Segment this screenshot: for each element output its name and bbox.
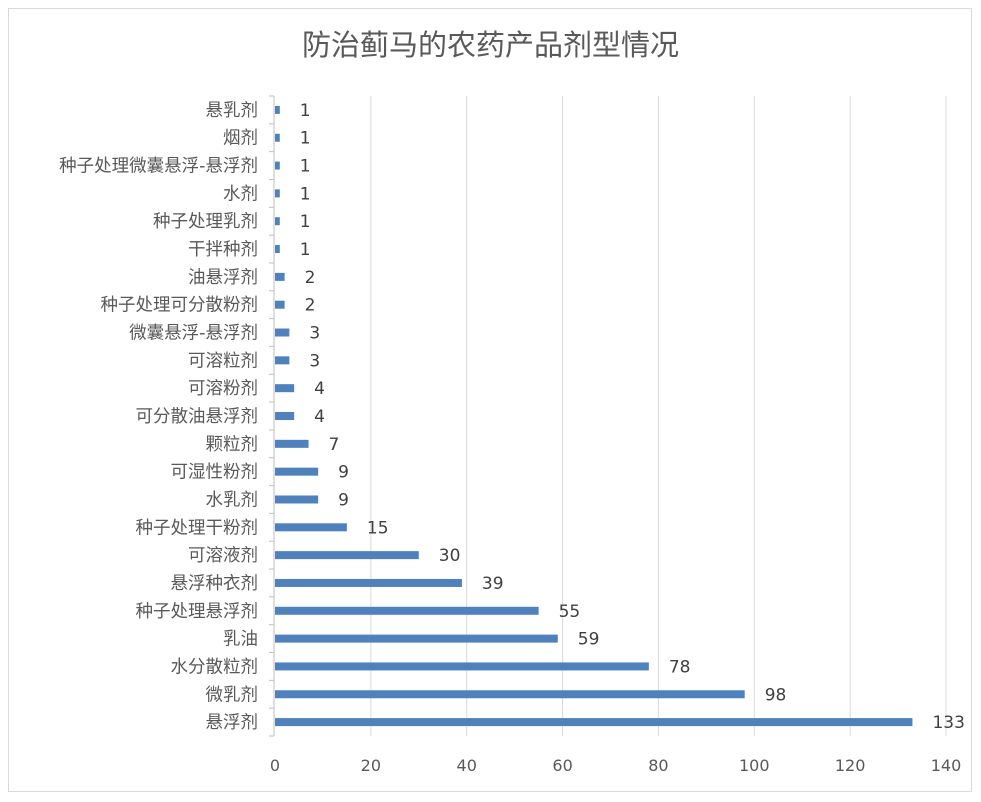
bar [275, 356, 290, 365]
bar [275, 662, 649, 671]
data-label: 78 [669, 657, 691, 677]
bar [275, 272, 285, 281]
data-label: 9 [338, 490, 349, 510]
data-label: 7 [329, 435, 340, 455]
bar [275, 495, 319, 504]
bar [275, 523, 347, 532]
bar [275, 245, 280, 254]
bar [275, 300, 285, 309]
data-label: 1 [300, 157, 311, 177]
x-tick-label: 140 [931, 756, 962, 775]
bar [275, 578, 462, 587]
chart-title: 防治蓟马的农药产品剂型情况 [301, 28, 679, 62]
bar [275, 690, 745, 699]
category-label: 悬浮剂 [206, 713, 259, 733]
category-label: 可湿性粉剂 [171, 463, 259, 483]
data-label: 1 [300, 212, 311, 232]
x-tick-label: 60 [552, 756, 572, 775]
category-label: 可溶粒剂 [188, 351, 258, 371]
category-label: 可分散油悬浮剂 [136, 407, 259, 427]
bar [275, 328, 290, 337]
x-tick-label: 80 [648, 756, 668, 775]
bar [275, 161, 280, 170]
data-label: 1 [300, 129, 311, 149]
category-label: 油悬浮剂 [188, 268, 258, 288]
data-label: 2 [305, 296, 316, 316]
category-label: 烟剂 [223, 129, 258, 149]
data-label: 2 [305, 268, 316, 288]
x-tick-label: 120 [835, 756, 866, 775]
data-label: 1 [300, 240, 311, 260]
data-label: 4 [314, 379, 325, 399]
chart-frame [8, 8, 972, 792]
x-tick-label: 40 [457, 756, 477, 775]
data-label: 98 [765, 685, 787, 705]
data-label: 4 [314, 407, 325, 427]
bar [275, 189, 280, 198]
bar [275, 634, 558, 643]
category-label: 种子处理乳剂 [153, 212, 258, 232]
bar [275, 551, 419, 560]
category-label: 可溶粉剂 [188, 379, 258, 399]
category-label: 水分散粒剂 [171, 657, 259, 677]
category-label: 可溶液剂 [188, 546, 258, 566]
bar [275, 412, 295, 420]
data-label: 3 [309, 324, 320, 344]
category-label: 颗粒剂 [206, 435, 259, 455]
data-label: 30 [439, 546, 461, 566]
category-label: 乳油 [223, 630, 258, 650]
category-label: 种子处理悬浮剂 [136, 602, 259, 622]
data-label: 15 [367, 518, 389, 538]
category-label: 干拌种剂 [188, 240, 258, 260]
category-label: 微囊悬浮-悬浮剂 [129, 324, 258, 344]
x-tick-label: 100 [739, 756, 770, 775]
category-label: 水剂 [223, 184, 258, 204]
data-label: 39 [482, 574, 504, 594]
category-label: 悬浮种衣剂 [171, 574, 259, 594]
data-label: 1 [300, 184, 311, 204]
bar [275, 606, 539, 615]
bar [275, 384, 295, 393]
data-label: 55 [559, 602, 581, 622]
category-label: 悬乳剂 [206, 101, 259, 121]
category-label: 种子处理干粉剂 [136, 518, 259, 538]
x-tick-label: 20 [361, 756, 381, 775]
bar [275, 467, 319, 476]
x-tick-label: 0 [270, 756, 280, 775]
data-label: 59 [578, 630, 600, 650]
category-label: 种子处理微囊悬浮-悬浮剂 [59, 157, 258, 177]
data-label: 3 [309, 351, 320, 371]
data-label: 9 [338, 463, 349, 483]
bar [275, 217, 280, 226]
category-label: 种子处理可分散粉剂 [101, 296, 259, 316]
bar [275, 105, 280, 114]
data-label: 133 [932, 713, 964, 733]
category-label: 微乳剂 [206, 685, 259, 705]
bar [275, 439, 309, 448]
data-label: 1 [300, 101, 311, 121]
bar [275, 133, 280, 142]
bar [275, 718, 913, 727]
category-label: 水乳剂 [206, 490, 259, 510]
